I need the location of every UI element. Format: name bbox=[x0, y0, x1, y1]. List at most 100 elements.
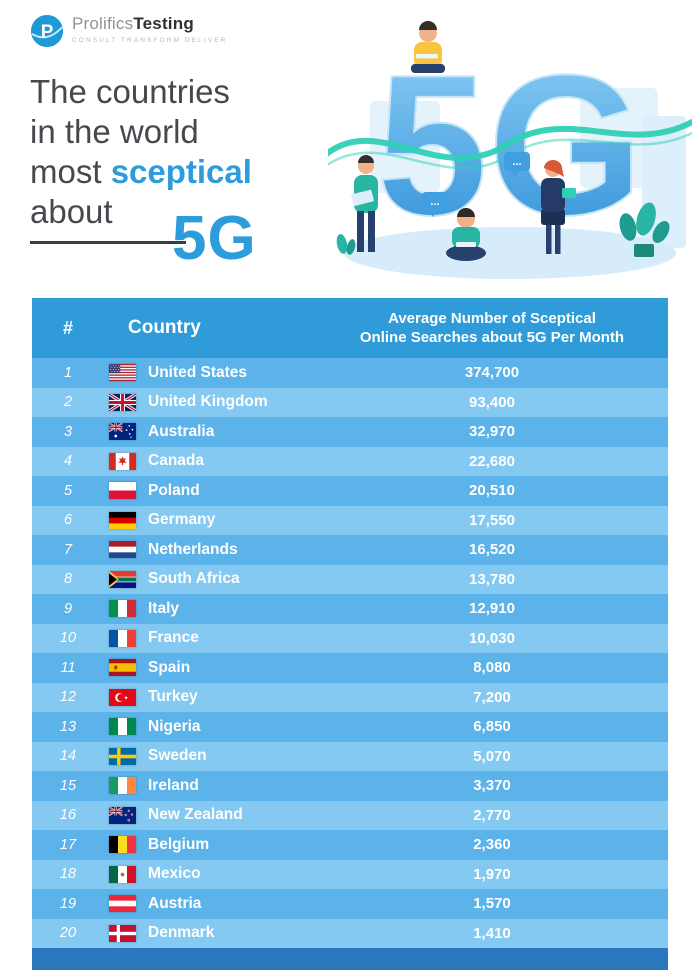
value-cell: 1,410 bbox=[473, 924, 511, 942]
table-row: 6 Germany 17,550 bbox=[32, 505, 668, 535]
svg-text:...: ... bbox=[430, 196, 439, 208]
table-row: 5 Poland 20,510 bbox=[32, 476, 668, 506]
rank-cell: 17 bbox=[59, 836, 77, 853]
value-cell: 20,510 bbox=[469, 482, 515, 500]
country-name: Austria bbox=[148, 894, 202, 912]
table-row: 11 Spain 8,080 bbox=[32, 653, 668, 683]
rank-cell: 9 bbox=[63, 600, 73, 617]
speech-bubble-icon: ... bbox=[504, 152, 530, 177]
brand-name-regular: Prolifics bbox=[72, 14, 134, 33]
value-cell: 22,680 bbox=[469, 452, 515, 470]
country-cell: Germany bbox=[104, 511, 316, 529]
table-row: 18 Mexico 1,970 bbox=[32, 859, 668, 889]
table-row: 4 Canada 22,680 bbox=[32, 446, 668, 476]
table-row: 20 Denmark 1,410 bbox=[32, 918, 668, 948]
svg-text:...: ... bbox=[512, 156, 521, 168]
value-cell: 93,400 bbox=[469, 393, 515, 411]
rank-cell: 5 bbox=[63, 482, 73, 499]
country-cell: Spain bbox=[104, 659, 316, 677]
table-row: 8 South Africa 13,780 bbox=[32, 564, 668, 594]
person-sitting-icon bbox=[446, 208, 486, 261]
rank-cell: 14 bbox=[59, 748, 77, 765]
country-cell: Nigeria bbox=[104, 718, 316, 736]
rank-cell: 18 bbox=[59, 866, 77, 883]
flag-be-icon bbox=[109, 836, 136, 854]
rank-cell: 19 bbox=[59, 895, 77, 912]
table-row: 3 Australia 32,970 bbox=[32, 417, 668, 447]
country-name: South Africa bbox=[148, 570, 240, 588]
flag-ng-icon bbox=[109, 718, 136, 736]
rank-cell: 12 bbox=[59, 689, 77, 706]
brand-name: ProlificsTesting bbox=[72, 14, 227, 34]
flag-us-icon bbox=[109, 364, 136, 382]
flag-pl-icon bbox=[109, 482, 136, 500]
flag-dk-icon bbox=[109, 924, 136, 942]
country-name: Belgium bbox=[148, 835, 210, 853]
title-highlight: sceptical bbox=[110, 153, 252, 190]
rank-cell: 11 bbox=[60, 659, 76, 676]
country-name: France bbox=[148, 629, 199, 647]
title-5g: 5G bbox=[172, 204, 257, 273]
country-name: Mexico bbox=[148, 865, 201, 883]
wave-line bbox=[328, 119, 692, 161]
value-cell: 374,700 bbox=[464, 364, 520, 382]
table-row: 13 Nigeria 6,850 bbox=[32, 712, 668, 742]
flag-nz-icon bbox=[109, 806, 136, 824]
country-name: Poland bbox=[148, 481, 200, 499]
table-row: 10 France 10,030 bbox=[32, 623, 668, 653]
brand-logo: P ProlificsTesting CONSULT TRANSFORM DEL… bbox=[30, 14, 227, 48]
country-cell: Ireland bbox=[104, 777, 316, 795]
header-value-line-2: Online Searches about 5G Per Month bbox=[359, 329, 625, 346]
rank-cell: 7 bbox=[63, 541, 73, 558]
country-cell: Canada bbox=[104, 452, 316, 470]
table-body: 1 United States 374,700 2 United Kingdom 93,4… bbox=[32, 358, 668, 948]
flag-za-icon bbox=[109, 570, 136, 588]
country-cell: Australia bbox=[104, 423, 316, 441]
country-name: Turkey bbox=[148, 688, 198, 706]
table-footer-bar bbox=[32, 948, 668, 970]
country-cell: New Zealand bbox=[104, 806, 316, 824]
title-underline bbox=[30, 241, 186, 244]
country-cell: Belgium bbox=[104, 836, 316, 854]
title-line-4: about bbox=[30, 193, 113, 230]
flag-at-icon bbox=[109, 895, 136, 913]
country-cell: United Kingdom bbox=[104, 393, 316, 411]
flag-tr-icon bbox=[109, 688, 136, 706]
person-laptop-left-icon bbox=[351, 155, 378, 252]
country-cell: South Africa bbox=[104, 570, 316, 588]
value-cell: 16,520 bbox=[469, 541, 515, 559]
country-cell: United States bbox=[104, 364, 316, 382]
value-cell: 2,770 bbox=[473, 806, 511, 824]
country-name: New Zealand bbox=[148, 806, 243, 824]
country-name: Canada bbox=[148, 452, 204, 470]
flag-se-icon bbox=[109, 747, 136, 765]
rank-cell: 2 bbox=[63, 394, 73, 411]
person-on-5-icon bbox=[411, 21, 445, 73]
value-cell: 32,970 bbox=[469, 423, 515, 441]
flag-nl-icon bbox=[109, 541, 136, 559]
value-cell: 6,850 bbox=[473, 718, 511, 736]
table-row: 9 Italy 12,910 bbox=[32, 594, 668, 624]
bg-card bbox=[580, 88, 658, 188]
flag-au-icon bbox=[109, 423, 136, 441]
rank-cell: 8 bbox=[63, 571, 73, 588]
table-row: 7 Netherlands 16,520 bbox=[32, 535, 668, 565]
plant-small-icon bbox=[336, 234, 356, 255]
rank-cell: 1 bbox=[63, 364, 73, 381]
person-standing-right-icon bbox=[541, 160, 576, 254]
country-name: Italy bbox=[148, 599, 180, 617]
country-cell: Italy bbox=[104, 600, 316, 618]
country-name: United Kingdom bbox=[148, 393, 268, 411]
value-cell: 12,910 bbox=[469, 600, 515, 618]
country-name: Spain bbox=[148, 658, 191, 676]
flag-es-icon bbox=[109, 659, 136, 677]
country-name: Australia bbox=[148, 422, 215, 440]
rank-cell: 10 bbox=[59, 630, 77, 647]
header-value: Average Number of Sceptical Online Searc… bbox=[316, 309, 668, 348]
country-name: Denmark bbox=[148, 924, 215, 942]
country-name: Sweden bbox=[148, 747, 207, 765]
flag-fr-icon bbox=[109, 629, 136, 647]
country-name: Nigeria bbox=[148, 717, 201, 735]
title-line-2: in the world bbox=[30, 113, 199, 150]
